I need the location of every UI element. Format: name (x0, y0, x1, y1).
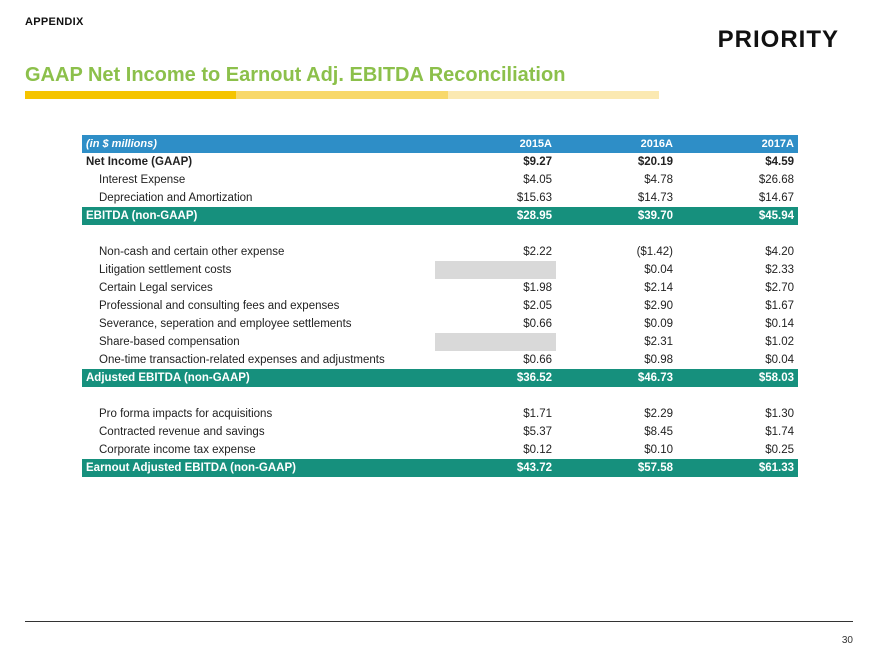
table-row: Certain Legal services $1.98 $2.14 $2.70 (82, 279, 798, 297)
cell-value: $4.78 (644, 174, 673, 186)
cell-value: $8.45 (644, 426, 673, 438)
row-label: Certain Legal services (99, 282, 213, 294)
table-row: Depreciation and Amortization $15.63 $14… (82, 189, 798, 207)
cell-value: $0.66 (523, 354, 552, 366)
table-row: Contracted revenue and savings $5.37 $8.… (82, 423, 798, 441)
row-label: Earnout Adjusted EBITDA (non-GAAP) (82, 459, 435, 477)
column-header-2017: 2017A (677, 135, 798, 153)
cell-value: $36.52 (435, 369, 556, 387)
cell-value: $20.19 (637, 156, 673, 168)
row-label: Severance, seperation and employee settl… (99, 318, 352, 330)
row-label: One-time transaction-related expenses an… (99, 354, 385, 366)
empty-cell (435, 333, 556, 351)
cell-value: $1.30 (765, 408, 794, 420)
cell-value: $45.94 (677, 207, 798, 225)
cell-value: $2.29 (644, 408, 673, 420)
cell-value: $4.20 (765, 246, 794, 258)
row-label: Contracted revenue and savings (99, 426, 265, 438)
cell-value: $1.71 (523, 408, 552, 420)
row-label: EBITDA (non-GAAP) (82, 207, 435, 225)
cell-value: $1.74 (765, 426, 794, 438)
table-row: Professional and consulting fees and exp… (82, 297, 798, 315)
cell-value: $0.10 (644, 444, 673, 456)
page-number: 30 (841, 635, 853, 646)
row-label: Depreciation and Amortization (99, 192, 253, 204)
cell-value: $4.05 (523, 174, 552, 186)
cell-value: $2.22 (523, 246, 552, 258)
cell-value: $0.09 (644, 318, 673, 330)
cell-value: $0.66 (523, 318, 552, 330)
row-spacer (82, 387, 798, 405)
cell-value: $2.70 (765, 282, 794, 294)
cell-value: $2.05 (523, 300, 552, 312)
cell-value: $0.12 (523, 444, 552, 456)
title-underline-bar (25, 91, 659, 99)
table-row: Non-cash and certain other expense $2.22… (82, 243, 798, 261)
column-header-2016: 2016A (556, 135, 677, 153)
cell-value: $4.59 (765, 156, 794, 168)
table-row: Pro forma impacts for acquisitions $1.71… (82, 405, 798, 423)
footer-divider (25, 621, 853, 622)
units-header: (in $ millions) (82, 135, 435, 153)
cell-value: $57.58 (556, 459, 677, 477)
row-label: Interest Expense (99, 174, 186, 186)
table-row: Net Income (GAAP) $9.27 $20.19 $4.59 (82, 153, 798, 171)
subtotal-row: EBITDA (non-GAAP) $28.95 $39.70 $45.94 (82, 207, 798, 225)
cell-value: $5.37 (523, 426, 552, 438)
row-label: Non-cash and certain other expense (99, 246, 285, 258)
cell-value: $26.68 (758, 174, 794, 186)
row-label: Adjusted EBITDA (non-GAAP) (82, 369, 435, 387)
table-row: Severance, seperation and employee settl… (82, 315, 798, 333)
table-header-row: (in $ millions) 2015A 2016A 2017A (82, 135, 798, 153)
cell-value: $2.31 (644, 336, 673, 348)
title-bar-segment (447, 91, 659, 99)
table-row: Share-based compensation $2.31 $1.02 (82, 333, 798, 351)
cell-value: $2.90 (644, 300, 673, 312)
table-row: Interest Expense $4.05 $4.78 $26.68 (82, 171, 798, 189)
cell-value: $28.95 (435, 207, 556, 225)
row-label: Litigation settlement costs (99, 264, 232, 276)
cell-value: $39.70 (556, 207, 677, 225)
cell-value: $0.04 (644, 264, 673, 276)
empty-cell (435, 261, 556, 279)
row-label: Pro forma impacts for acquisitions (99, 408, 273, 420)
reconciliation-table: (in $ millions) 2015A 2016A 2017A Net In… (82, 135, 798, 477)
cell-value: $1.02 (765, 336, 794, 348)
cell-value: $0.14 (765, 318, 794, 330)
row-spacer (82, 225, 798, 243)
row-label: Corporate income tax expense (99, 444, 256, 456)
cell-value: $61.33 (677, 459, 798, 477)
section-label: APPENDIX (25, 16, 84, 28)
cell-value: $0.98 (644, 354, 673, 366)
column-header-2015: 2015A (435, 135, 556, 153)
cell-value: $0.25 (765, 444, 794, 456)
cell-value: $0.04 (765, 354, 794, 366)
table-row: Corporate income tax expense $0.12 $0.10… (82, 441, 798, 459)
cell-value: $14.67 (758, 192, 794, 204)
subtotal-row: Adjusted EBITDA (non-GAAP) $36.52 $46.73… (82, 369, 798, 387)
title-bar-segment (25, 91, 237, 99)
cell-value: $2.14 (644, 282, 673, 294)
cell-value: $1.98 (523, 282, 552, 294)
table-row: Litigation settlement costs $0.04 $2.33 (82, 261, 798, 279)
page-title: GAAP Net Income to Earnout Adj. EBITDA R… (25, 64, 566, 86)
cell-value: $15.63 (516, 192, 552, 204)
table-row: One-time transaction-related expenses an… (82, 351, 798, 369)
row-label: Professional and consulting fees and exp… (99, 300, 340, 312)
row-label: Net Income (GAAP) (86, 156, 193, 168)
cell-value: ($1.42) (636, 246, 673, 258)
cell-value: $58.03 (677, 369, 798, 387)
row-label: Share-based compensation (99, 336, 240, 348)
cell-value: $1.67 (765, 300, 794, 312)
priority-logo: PRIORITY (717, 26, 839, 53)
cell-value: $43.72 (435, 459, 556, 477)
cell-value: $46.73 (556, 369, 677, 387)
title-bar-segment (236, 91, 448, 99)
total-row: Earnout Adjusted EBITDA (non-GAAP) $43.7… (82, 459, 798, 477)
cell-value: $9.27 (523, 156, 552, 168)
cell-value: $2.33 (765, 264, 794, 276)
cell-value: $14.73 (637, 192, 673, 204)
